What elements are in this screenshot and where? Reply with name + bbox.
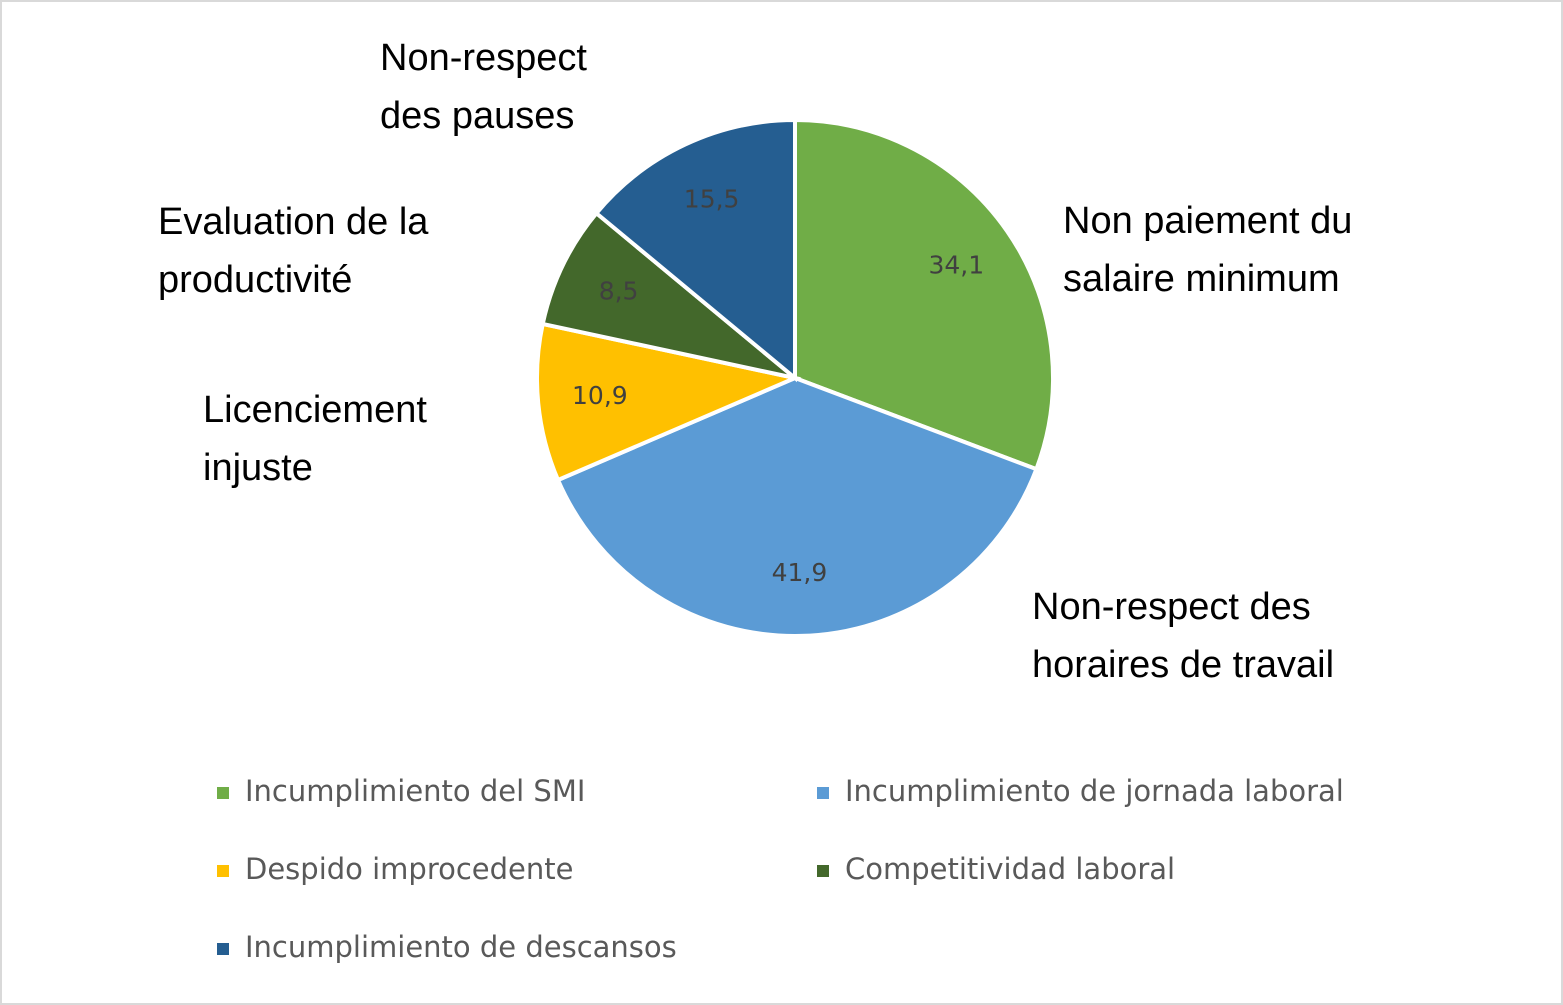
- annotation: Non paiement du: [1063, 200, 1352, 242]
- data-label: 15,5: [684, 185, 740, 214]
- legend-swatch: [217, 787, 229, 799]
- data-label: 10,9: [572, 381, 628, 410]
- legend-label: Competitividad laboral: [845, 852, 1175, 886]
- annotation: Non-respect: [380, 37, 587, 79]
- annotation: Licenciement: [203, 389, 427, 431]
- annotation: Evaluation de la: [158, 201, 429, 243]
- pie-slice: [555, 375, 1039, 638]
- legend-swatch: [817, 865, 829, 877]
- legend-label: Incumplimiento del SMI: [245, 774, 585, 808]
- annotation: productivité: [158, 259, 352, 301]
- pie-slice: [535, 321, 802, 483]
- legend-swatch: [817, 787, 829, 799]
- legend-label: Incumplimiento de jornada laboral: [845, 774, 1344, 808]
- data-label: 34,1: [928, 251, 984, 280]
- legend-label: Despido improcedente: [245, 852, 574, 886]
- legend-swatch: [217, 865, 229, 877]
- annotation: horaires de travail: [1032, 644, 1334, 686]
- pie-slice: [540, 210, 797, 380]
- legend-swatch: [217, 943, 229, 955]
- pie-slice: [793, 117, 1055, 472]
- legend-label: Incumplimiento de descansos: [245, 930, 677, 964]
- data-label: 8,5: [599, 276, 639, 305]
- annotation: injuste: [203, 447, 313, 489]
- data-label: 41,9: [772, 558, 828, 587]
- annotation: salaire minimum: [1063, 258, 1340, 300]
- annotation: Non-respect des: [1032, 586, 1311, 628]
- pie-slice: [593, 117, 797, 383]
- annotation: des pauses: [380, 95, 574, 137]
